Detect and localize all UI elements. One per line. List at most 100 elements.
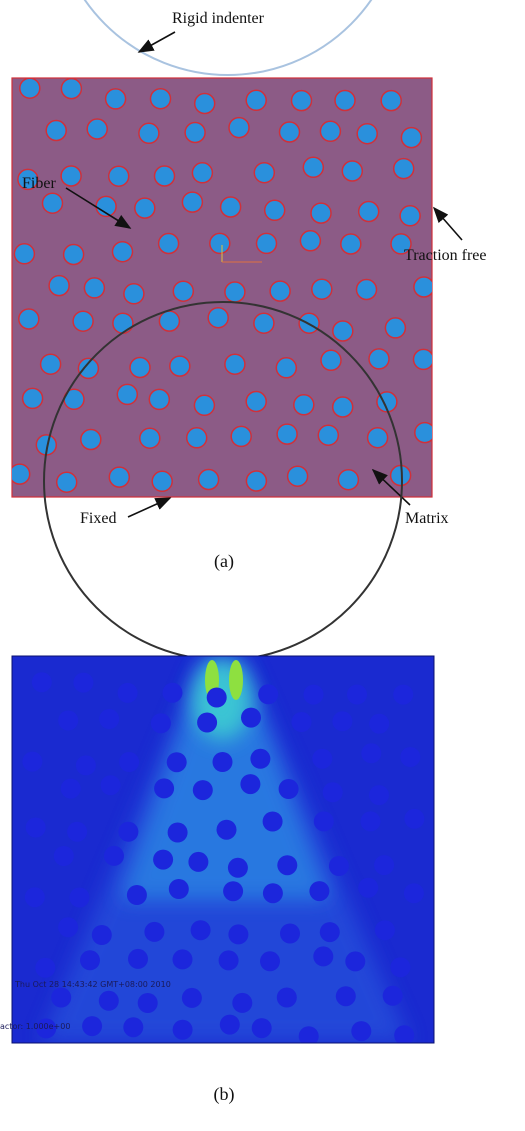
fiber	[361, 743, 381, 763]
fiber	[191, 920, 211, 940]
fiber	[208, 308, 228, 328]
fiber	[61, 166, 81, 186]
fiber	[10, 464, 30, 484]
fiber	[280, 122, 300, 142]
caption-b: (b)	[214, 1084, 235, 1105]
fiber	[357, 124, 377, 144]
fiber	[92, 925, 112, 945]
fiber	[263, 883, 283, 903]
arrow	[434, 208, 462, 240]
fiber	[393, 685, 413, 705]
fiber	[58, 917, 78, 937]
fiber	[265, 200, 285, 220]
fiber	[329, 856, 349, 876]
fiber	[104, 846, 124, 866]
fiber	[139, 123, 159, 143]
fiber	[280, 924, 300, 944]
fiber	[167, 752, 187, 772]
fiber	[169, 879, 189, 899]
fiber	[336, 986, 356, 1006]
fiber	[106, 89, 126, 109]
fiber	[25, 887, 45, 907]
fiber	[369, 714, 389, 734]
scale-factor: actor: 1.000e+00	[0, 1022, 70, 1031]
fiber	[128, 949, 148, 969]
fiber	[173, 1020, 193, 1040]
fiber	[152, 471, 172, 491]
fiber	[246, 90, 266, 110]
fiber	[173, 949, 193, 969]
fiber	[195, 94, 215, 114]
fiber	[381, 91, 401, 111]
fiber	[347, 685, 367, 705]
fiber	[270, 281, 290, 301]
fiber	[217, 820, 237, 840]
fiber	[84, 278, 104, 298]
fiber	[76, 755, 96, 775]
fiber	[61, 79, 81, 99]
fiber	[221, 197, 241, 217]
fiber	[20, 78, 40, 98]
fiber	[394, 1025, 414, 1045]
fiber	[109, 166, 129, 186]
fiber	[414, 349, 434, 369]
fiber	[19, 309, 39, 329]
fiber	[342, 161, 362, 181]
fiber	[246, 471, 266, 491]
fiber	[118, 683, 138, 703]
fiber	[383, 986, 403, 1006]
fiber	[155, 166, 175, 186]
fiber	[210, 233, 230, 253]
fiber	[188, 852, 208, 872]
fiber	[374, 855, 394, 875]
fiber	[250, 749, 270, 769]
arrow	[128, 498, 170, 517]
fiber	[26, 818, 46, 838]
fiber	[320, 922, 340, 942]
fiber	[43, 193, 63, 213]
fiber	[151, 713, 171, 733]
arrow	[139, 32, 175, 52]
fiber	[14, 244, 34, 264]
fiber	[149, 389, 169, 409]
fiber	[82, 1016, 102, 1036]
fiber	[153, 850, 173, 870]
fiber	[70, 888, 90, 908]
fiber	[314, 811, 334, 831]
fiber	[292, 91, 312, 111]
label-indenter: Rigid indenter	[172, 10, 265, 27]
fiber	[258, 684, 278, 704]
label-fiber: Fiber	[22, 175, 56, 192]
fiber	[390, 957, 410, 977]
fiber	[232, 993, 252, 1013]
fiber	[127, 885, 147, 905]
fiber	[358, 878, 378, 898]
fiber	[357, 280, 377, 300]
fiber	[80, 950, 100, 970]
fiber	[135, 198, 155, 218]
fiber	[173, 281, 193, 301]
fiber	[213, 752, 233, 772]
fiber	[369, 785, 389, 805]
fiber	[35, 958, 55, 978]
fiber	[123, 1017, 143, 1037]
fiber	[335, 91, 355, 111]
fiber	[225, 354, 245, 374]
fiber	[368, 428, 388, 448]
fiber	[73, 311, 93, 331]
fiber	[320, 121, 340, 141]
fiber	[81, 430, 101, 450]
figure: Rigid indenter Fiber Traction free Fixed…	[0, 0, 525, 1131]
fiber	[277, 855, 297, 875]
fiber	[64, 245, 84, 265]
fiber	[333, 397, 353, 417]
fiber	[359, 202, 379, 222]
fiber	[57, 472, 77, 492]
fiber	[151, 89, 171, 109]
fiber	[333, 321, 353, 341]
fiber	[341, 234, 361, 254]
fiber	[311, 203, 331, 223]
fiber	[41, 354, 61, 374]
fiber	[260, 951, 280, 971]
fiber	[182, 192, 202, 212]
